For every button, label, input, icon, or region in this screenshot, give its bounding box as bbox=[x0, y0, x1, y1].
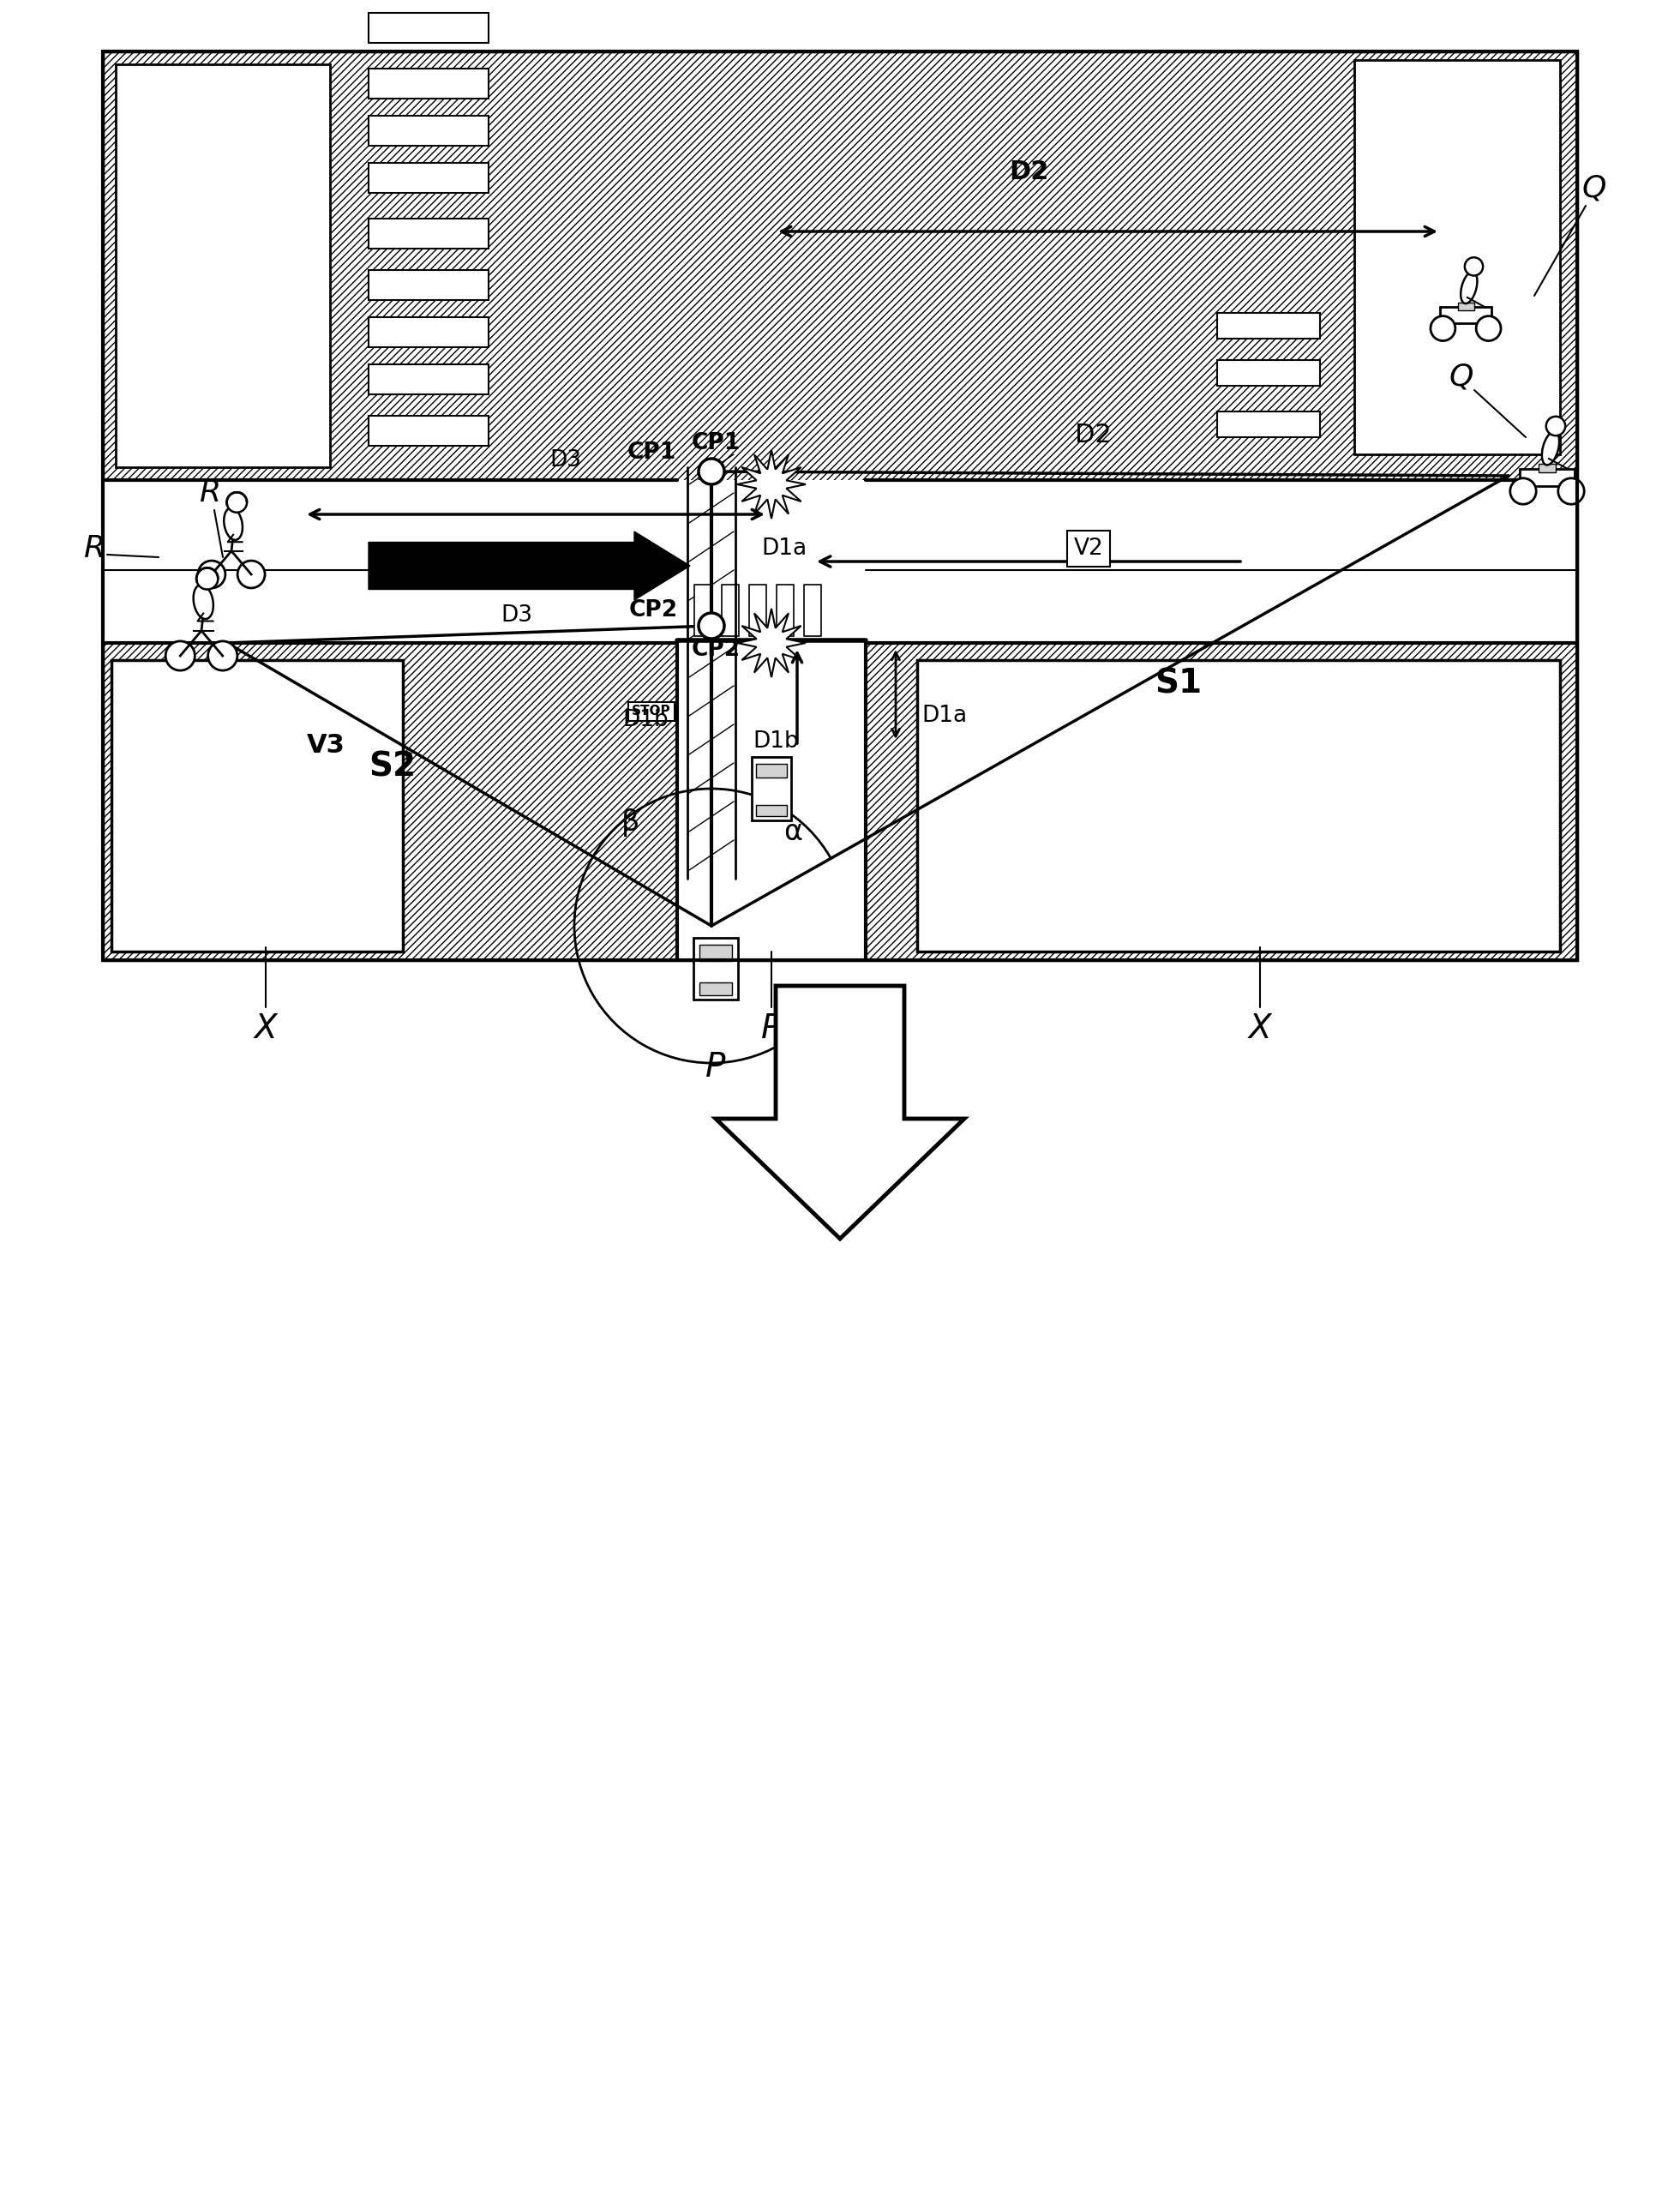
Text: D1a: D1a bbox=[761, 538, 806, 560]
Bar bbox=[1354, 59, 1561, 455]
Text: Q: Q bbox=[1583, 175, 1606, 203]
Circle shape bbox=[1546, 418, 1566, 435]
Polygon shape bbox=[738, 608, 806, 678]
Circle shape bbox=[198, 560, 225, 588]
Circle shape bbox=[699, 459, 724, 485]
Bar bbox=[368, 317, 489, 348]
Bar bbox=[1458, 302, 1473, 310]
Bar bbox=[368, 271, 489, 299]
Bar bbox=[722, 584, 739, 636]
Text: β: β bbox=[622, 809, 638, 837]
Text: D3: D3 bbox=[549, 448, 581, 472]
Polygon shape bbox=[716, 986, 964, 1239]
Bar bbox=[368, 365, 489, 393]
Bar bbox=[1520, 470, 1574, 485]
Ellipse shape bbox=[223, 507, 242, 540]
Text: R: R bbox=[200, 479, 220, 507]
Ellipse shape bbox=[1542, 431, 1559, 466]
Circle shape bbox=[1557, 479, 1584, 505]
Text: D2: D2 bbox=[1075, 422, 1110, 448]
Bar bbox=[805, 584, 822, 636]
Bar bbox=[111, 660, 403, 951]
Text: X: X bbox=[1248, 1012, 1272, 1045]
Text: P: P bbox=[706, 1051, 726, 1084]
Bar bbox=[751, 756, 791, 820]
Circle shape bbox=[1477, 317, 1500, 341]
Circle shape bbox=[1431, 317, 1455, 341]
Bar bbox=[368, 164, 489, 192]
Text: D1a: D1a bbox=[921, 704, 968, 728]
Text: X: X bbox=[254, 1012, 277, 1045]
Bar bbox=[1216, 361, 1320, 385]
Text: STOP: STOP bbox=[632, 706, 670, 717]
Bar bbox=[368, 219, 489, 249]
Bar bbox=[1216, 411, 1320, 437]
Circle shape bbox=[699, 612, 724, 638]
Bar bbox=[116, 63, 329, 468]
Circle shape bbox=[1465, 258, 1483, 275]
Circle shape bbox=[227, 492, 247, 512]
Text: CP2: CP2 bbox=[690, 638, 741, 660]
Bar bbox=[102, 481, 1578, 643]
Bar bbox=[1440, 308, 1492, 324]
Text: CP1: CP1 bbox=[690, 433, 741, 455]
Text: D1b: D1b bbox=[753, 730, 798, 752]
Ellipse shape bbox=[1460, 271, 1477, 304]
Text: R: R bbox=[84, 533, 106, 564]
Text: CP2: CP2 bbox=[628, 599, 677, 621]
Circle shape bbox=[208, 640, 237, 671]
Text: V2: V2 bbox=[1074, 538, 1104, 560]
Bar bbox=[102, 52, 1578, 960]
Text: Q: Q bbox=[1450, 363, 1473, 391]
Bar bbox=[1539, 463, 1556, 472]
Bar bbox=[756, 765, 786, 778]
Polygon shape bbox=[738, 450, 806, 518]
Bar bbox=[776, 584, 793, 636]
Circle shape bbox=[166, 640, 195, 671]
Bar bbox=[694, 938, 738, 999]
Bar bbox=[694, 584, 711, 636]
Bar bbox=[699, 944, 732, 962]
Text: CP1: CP1 bbox=[627, 442, 675, 463]
Bar bbox=[677, 643, 865, 960]
Text: α: α bbox=[783, 818, 803, 846]
Bar bbox=[677, 481, 865, 643]
Bar bbox=[749, 584, 766, 636]
Bar bbox=[1216, 313, 1320, 339]
Text: S2: S2 bbox=[368, 752, 415, 783]
Bar bbox=[756, 804, 786, 815]
Text: V3: V3 bbox=[306, 732, 344, 759]
Text: D2: D2 bbox=[1008, 160, 1048, 184]
Ellipse shape bbox=[193, 584, 213, 619]
Bar bbox=[917, 660, 1561, 951]
Bar bbox=[699, 982, 732, 995]
Text: D1b: D1b bbox=[623, 708, 669, 732]
Circle shape bbox=[237, 560, 265, 588]
Circle shape bbox=[1510, 479, 1536, 505]
Bar bbox=[368, 116, 489, 146]
Bar bbox=[368, 68, 489, 98]
Bar bbox=[102, 52, 1578, 960]
Text: P: P bbox=[761, 1012, 781, 1045]
Bar bbox=[368, 415, 489, 446]
Circle shape bbox=[197, 568, 218, 590]
Text: D3: D3 bbox=[501, 603, 533, 627]
Text: S1: S1 bbox=[1154, 667, 1203, 700]
FancyArrow shape bbox=[368, 531, 690, 601]
Bar bbox=[368, 13, 489, 44]
